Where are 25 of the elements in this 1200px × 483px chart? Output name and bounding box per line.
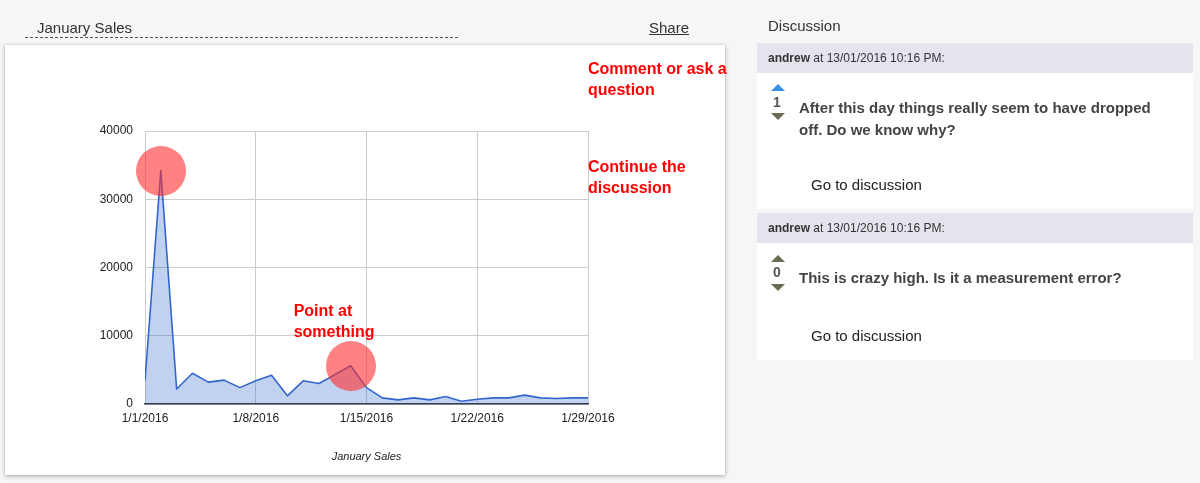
- y-tick-label: 0: [126, 396, 134, 411]
- x-tick-label: 1/8/2016: [232, 410, 280, 425]
- text: andrew at 13/01/2016 10:16 PM:: [768, 51, 945, 65]
- y-tick-label: 20000: [99, 259, 134, 274]
- x-tick-label: 1/15/2016: [339, 410, 394, 425]
- y-tick-label: 10000: [99, 328, 134, 343]
- chart-title: January Sales: [37, 19, 133, 37]
- text: 0: [773, 264, 781, 280]
- y-tick-label: 40000: [99, 123, 134, 138]
- annotation: Continue the discussion: [588, 157, 687, 198]
- annotation: Point at something: [293, 301, 375, 340]
- x-tick-label: 1/22/2016: [450, 410, 505, 425]
- text: Go to discussion: [811, 176, 922, 194]
- text: Comment or ask a question: [588, 59, 728, 100]
- text: Go to discussion: [811, 327, 922, 345]
- x-axis-title: January Sales: [330, 450, 402, 463]
- text: After this day things really seem to have dropped off. Do we know why?: [799, 98, 1152, 140]
- x-tick-label: 1/1/2016: [121, 410, 169, 425]
- text: andrew at 13/01/2016 10:16 PM:: [768, 221, 945, 235]
- y-tick-label: 30000: [99, 191, 134, 206]
- text: Discussion: [768, 17, 841, 35]
- text: This is crazy high. Is it a measurement error?: [799, 268, 1123, 288]
- text: Share: [649, 19, 690, 37]
- text: 1: [773, 94, 781, 110]
- x-tick-label: 1/29/2016: [561, 410, 616, 425]
